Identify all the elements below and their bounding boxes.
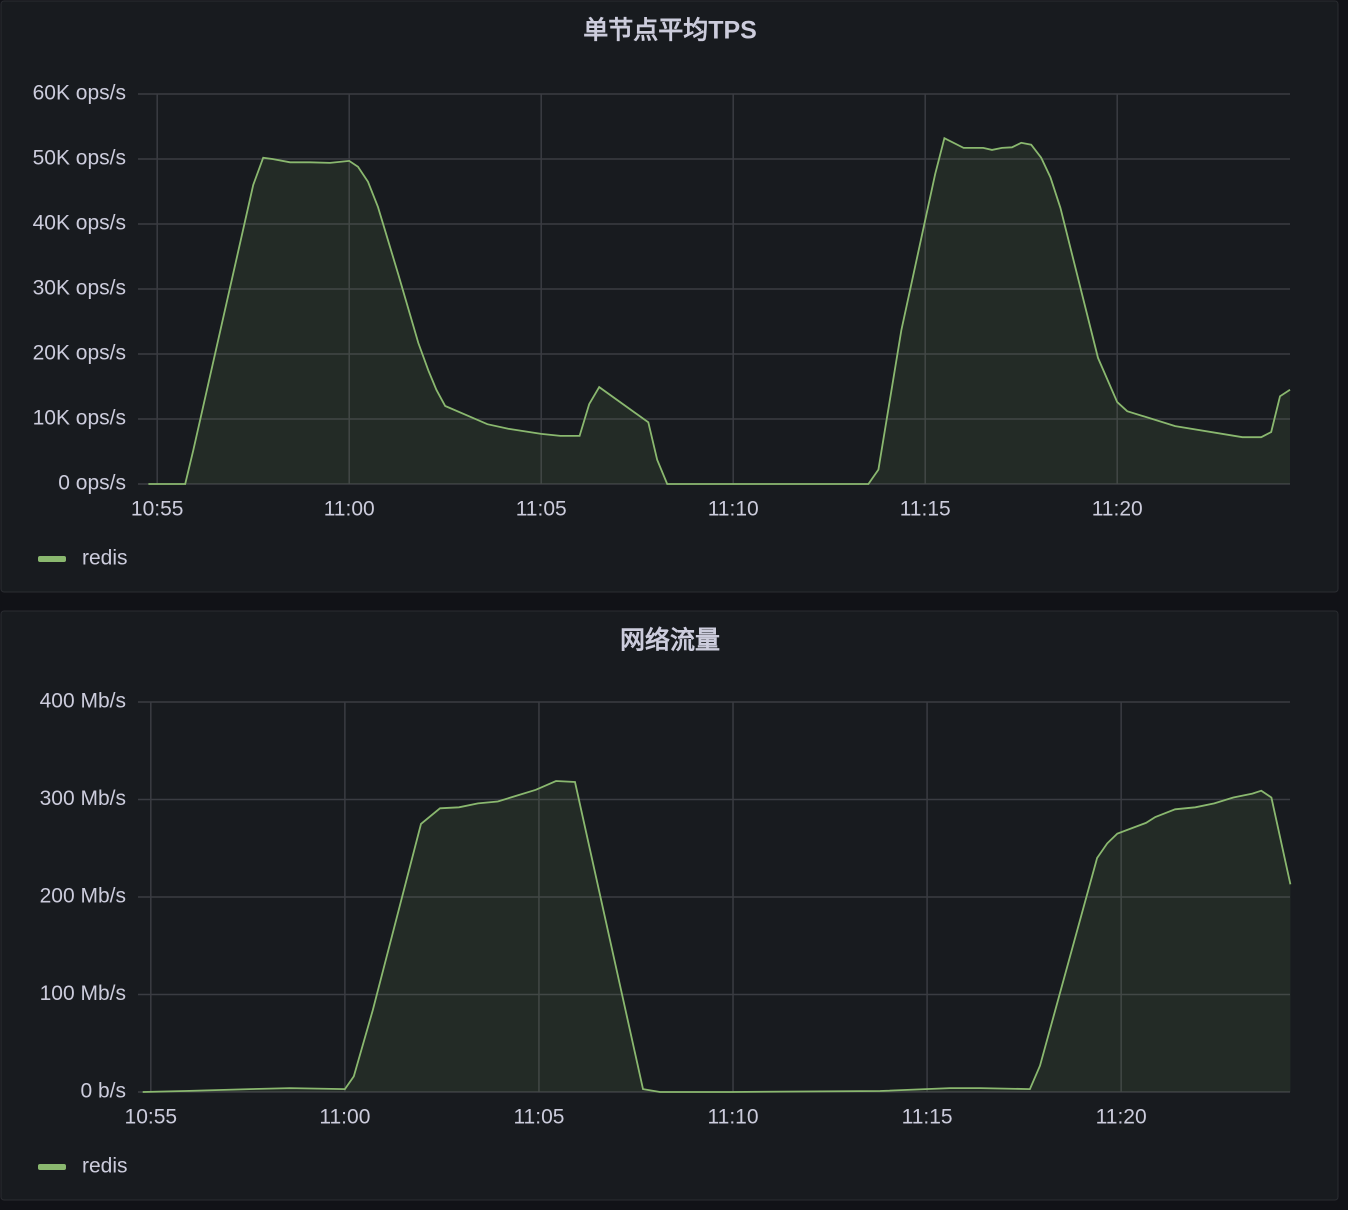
- y-tick-label: 60K ops/s: [33, 82, 126, 105]
- x-tick-label: 11:20: [1096, 1106, 1147, 1129]
- legend-label: redis: [82, 547, 128, 570]
- panel-title: 单节点平均TPS: [583, 16, 757, 45]
- x-tick-label: 11:10: [708, 498, 759, 521]
- y-tick-label: 20K ops/s: [33, 342, 126, 365]
- y-tick-label: 400 Mb/s: [40, 690, 126, 713]
- y-tick-label: 200 Mb/s: [40, 885, 126, 908]
- x-tick-label: 11:15: [902, 1106, 953, 1129]
- legend-label: redis: [82, 1155, 128, 1178]
- legend-swatch: [38, 1164, 66, 1170]
- y-tick-label: 40K ops/s: [33, 212, 126, 235]
- x-tick-label: 11:10: [708, 1106, 759, 1129]
- y-tick-label: 10K ops/s: [33, 407, 126, 430]
- y-tick-label: 300 Mb/s: [40, 787, 126, 810]
- series-line: [148, 136, 1291, 485]
- series-line: [142, 780, 1292, 1093]
- x-tick-label: 11:15: [900, 498, 951, 521]
- y-tick-label: 50K ops/s: [33, 147, 126, 170]
- series-area: [142, 781, 1291, 1092]
- x-tick-label: 11:20: [1092, 498, 1143, 521]
- x-tick-label: 10:55: [131, 498, 184, 521]
- y-tick-label: 0 b/s: [80, 1080, 126, 1103]
- x-tick-label: 11:00: [324, 498, 375, 521]
- x-tick-label: 10:55: [125, 1106, 178, 1129]
- x-tick-label: 11:05: [516, 498, 567, 521]
- panel-title: 网络流量: [620, 626, 720, 655]
- panel: [0, 0, 1339, 593]
- y-tick-label: 100 Mb/s: [40, 982, 126, 1005]
- panel: [0, 610, 1339, 1201]
- y-tick-label: 0 ops/s: [58, 472, 126, 495]
- x-tick-label: 11:00: [319, 1106, 370, 1129]
- legend-swatch: [38, 556, 66, 562]
- x-tick-label: 11:05: [513, 1106, 564, 1129]
- y-tick-label: 30K ops/s: [33, 277, 126, 300]
- series-area: [148, 138, 1290, 484]
